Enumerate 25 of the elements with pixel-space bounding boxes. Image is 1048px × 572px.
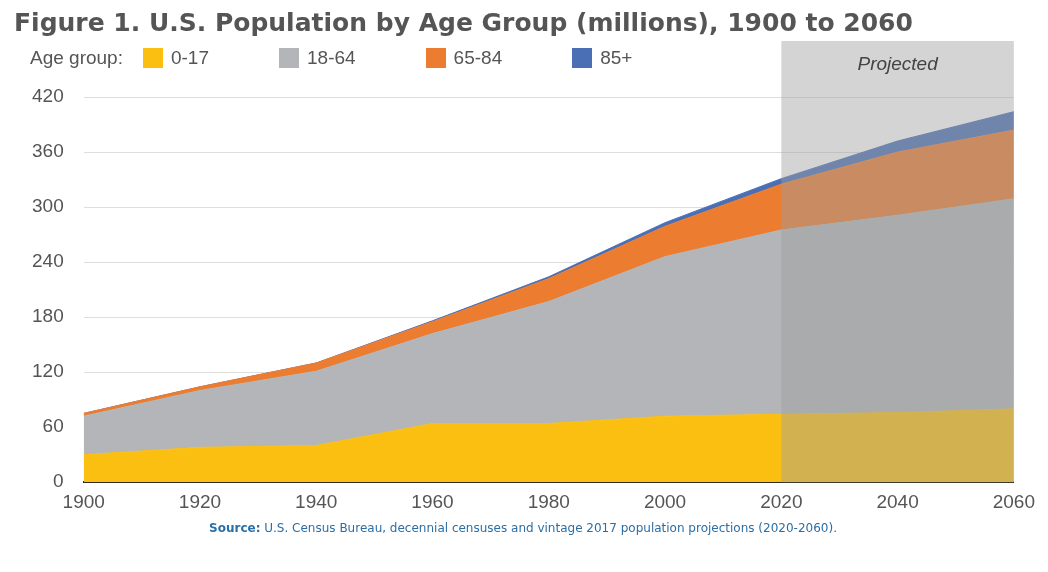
chart-title: Figure 1. U.S. Population by Age Group (millions), 1900 to 2060 xyxy=(14,8,914,37)
y-tick-label: 240 xyxy=(32,250,64,272)
legend-label: 0-17 xyxy=(170,47,209,69)
y-tick-label: 420 xyxy=(32,85,64,107)
x-tick-label: 1920 xyxy=(178,490,222,512)
x-tick-label: 2000 xyxy=(643,490,687,512)
y-tick-label: 120 xyxy=(32,360,64,382)
x-tick-label: 2040 xyxy=(876,490,919,512)
y-tick-label: 60 xyxy=(42,415,64,437)
y-tick-label: 360 xyxy=(32,140,64,162)
legend-label: 85+ xyxy=(600,47,633,69)
y-tick-label: 0 xyxy=(53,470,64,492)
legend-label: 18-64 xyxy=(307,47,356,69)
y-tick-label: 180 xyxy=(32,305,64,327)
x-tick-label: 1980 xyxy=(527,490,570,512)
x-tick-label: 2060 xyxy=(992,490,1036,512)
y-tick-label: 300 xyxy=(32,195,64,217)
x-tick-label: 2020 xyxy=(760,490,803,512)
legend-label: 65-84 xyxy=(453,47,503,69)
x-tick-label: 1960 xyxy=(411,490,454,512)
legend-title: Age group: xyxy=(30,47,123,69)
x-tick-label: 1900 xyxy=(62,490,105,512)
band-label: Projected xyxy=(857,53,940,75)
x-tick-label: 1940 xyxy=(295,490,338,512)
source-note: Source: U.S. Census Bureau, decennial censuses and vintage 2017 population projections (2020-2060). xyxy=(208,521,838,535)
